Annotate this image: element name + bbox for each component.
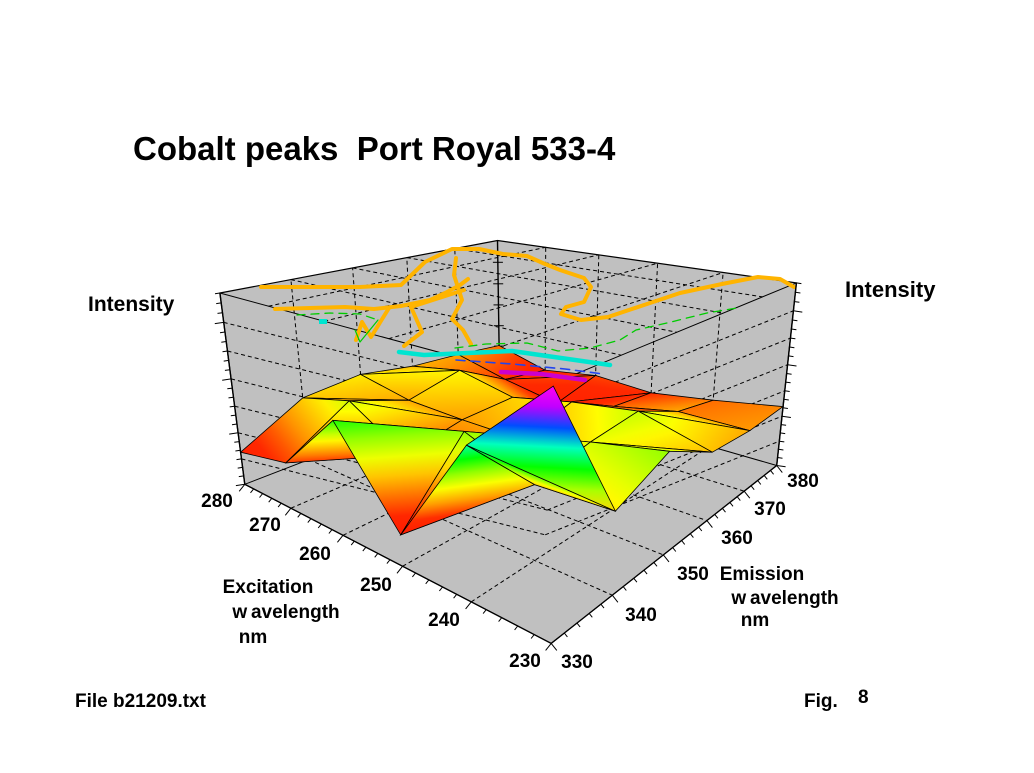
- svg-text:340: 340: [625, 605, 657, 626]
- svg-text:240: 240: [428, 610, 460, 631]
- svg-text:370: 370: [754, 499, 786, 520]
- svg-text:Intensity: Intensity: [845, 277, 936, 302]
- svg-text:Intensity: Intensity: [88, 293, 175, 316]
- svg-text:380: 380: [787, 471, 819, 492]
- svg-text:Cobalt peaks Port Royal 533-4: Cobalt peaks Port Royal 533-4: [133, 130, 616, 167]
- svg-text:350: 350: [677, 564, 709, 585]
- svg-text:280: 280: [201, 491, 233, 512]
- svg-text:nm: nm: [741, 610, 770, 631]
- svg-text:8: 8: [858, 687, 869, 708]
- svg-text:360: 360: [721, 528, 753, 549]
- svg-text:Excitation: Excitation: [223, 577, 314, 598]
- svg-text:Emission: Emission: [720, 564, 804, 585]
- svg-text:w avelength: w avelength: [730, 588, 838, 609]
- svg-text:File b21209.txt: File b21209.txt: [75, 691, 207, 712]
- svg-text:w avelength: w avelength: [231, 602, 339, 623]
- svg-text:Fig.: Fig.: [804, 691, 838, 712]
- svg-text:330: 330: [561, 652, 593, 673]
- svg-text:270: 270: [249, 515, 281, 536]
- svg-text:260: 260: [299, 544, 331, 565]
- svg-text:250: 250: [360, 575, 392, 596]
- svg-text:nm: nm: [239, 627, 268, 648]
- svg-text:230: 230: [509, 651, 541, 672]
